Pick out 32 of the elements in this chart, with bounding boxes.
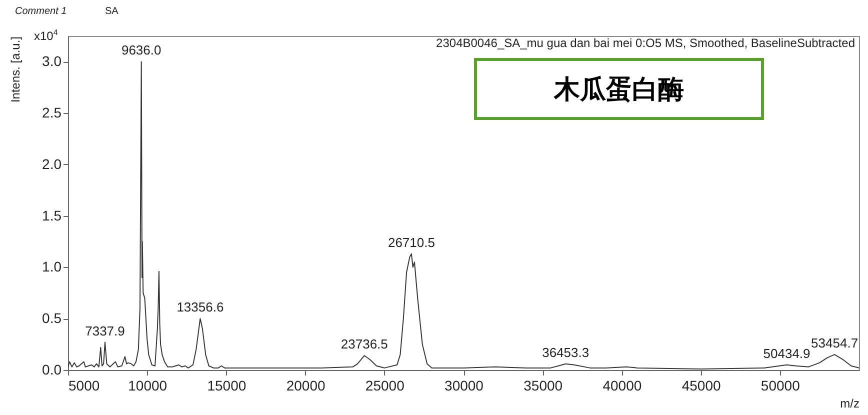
y-tick-label: 1.0 (42, 258, 62, 275)
x-tick-label: 5000 (68, 378, 100, 394)
annotation: 13356.6 (176, 300, 224, 315)
x-tick-label: 45000 (682, 378, 721, 394)
x-tick-label: 20000 (286, 378, 326, 394)
annotation: 53454.7 (811, 336, 858, 351)
annotation: 50434.9 (763, 346, 810, 361)
x-tick-label: 35000 (524, 378, 563, 394)
x-tick-label: 30000 (444, 378, 484, 394)
x-tick-label: 50000 (760, 378, 800, 394)
text: x10$^{4}$ (34, 28, 58, 43)
chart-title: 2304B0046_SA_mu gua dan bai mei 0:O5 MS, Smoothed, BaselineSubtracted (436, 36, 855, 50)
x-tick-label: 40000 (602, 378, 642, 394)
y-tick-label: 0.5 (42, 310, 62, 326)
y-axis-title: Intens. [a.u.] (8, 36, 22, 103)
annotation: 36453.3 (542, 344, 590, 360)
annotation: 9636.0 (121, 42, 162, 58)
y-tick-label: 2.0 (42, 156, 62, 172)
x-tick-label: 10000 (128, 378, 168, 394)
y-tick-label: 3.0 (42, 53, 62, 70)
y-tick-label: 1.5 (42, 207, 62, 224)
x-axis-title: m/z (840, 396, 860, 410)
annotation: 23736.5 (340, 336, 388, 352)
y-tick-label: 2.5 (42, 104, 62, 121)
x-tick-label: 25000 (365, 378, 405, 394)
x-tick-label: 15000 (207, 378, 246, 394)
text: Comment 1 (15, 6, 67, 17)
annotation: 7337.9 (85, 323, 125, 338)
annotation: 26710.5 (388, 234, 435, 250)
y-tick-label: 0.0 (42, 362, 62, 378)
text: SA (105, 6, 118, 17)
annotation: 木瓜蛋白酶 (474, 58, 764, 120)
